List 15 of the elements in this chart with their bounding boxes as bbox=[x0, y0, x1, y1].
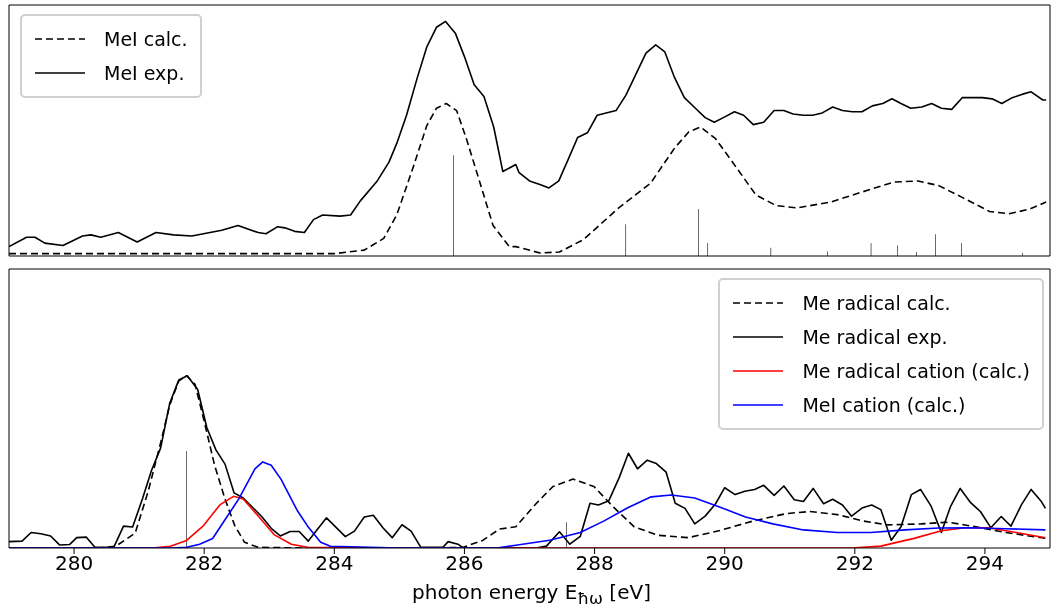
legend-label: MeI exp. bbox=[104, 61, 185, 86]
x-tick-label: 286 bbox=[445, 551, 484, 576]
x-tick-label: 290 bbox=[705, 551, 744, 576]
x-tick-label: 282 bbox=[185, 551, 224, 576]
x-tick-label: 288 bbox=[575, 551, 614, 576]
x-tick-label: 284 bbox=[315, 551, 354, 576]
legend-label: MeI cation (calc.) bbox=[802, 393, 966, 418]
x-tick-label: 292 bbox=[835, 551, 874, 576]
x-tick-label: 294 bbox=[965, 551, 1005, 576]
x-tick-label: 280 bbox=[54, 551, 94, 576]
legend-label: Me radical cation (calc.) bbox=[802, 359, 1030, 384]
x-axis-title: photon energy E$_{ħω}$ [eV] bbox=[411, 580, 652, 608]
legend-label: Me radical exp. bbox=[802, 325, 948, 350]
legend-label: MeI calc. bbox=[104, 27, 188, 52]
legend-label: Me radical calc. bbox=[802, 291, 951, 316]
